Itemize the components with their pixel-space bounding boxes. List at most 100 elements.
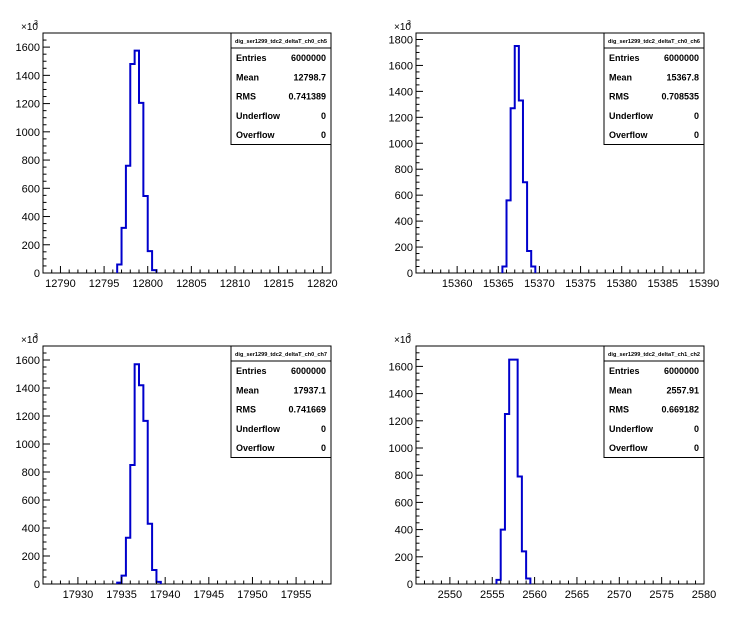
stats-label: Underflow [236, 111, 281, 121]
x-tick-label: 2555 [480, 589, 504, 601]
stats-title: dig_ser1299_tdc2_deltaT_ch0_ch7 [235, 352, 327, 358]
y-tick-label: 200 [22, 240, 40, 252]
y-exponent-power: 3 [34, 333, 38, 340]
x-tick-label: 2570 [607, 589, 631, 601]
plot-frame [415, 32, 705, 274]
stats-value: 0.741669 [288, 405, 326, 415]
x-tick-label: 15380 [606, 278, 637, 290]
y-tick-label: 600 [22, 183, 40, 195]
stats-label: RMS [236, 92, 256, 102]
stats-label: Underflow [609, 424, 654, 434]
y-tick-label: 1400 [389, 86, 413, 98]
stats-value: 0 [694, 443, 699, 453]
stats-box: dig_ser1299_tdc2_deltaT_ch1_ch2 Entries 60… [603, 345, 705, 458]
stats-value: 0 [694, 111, 699, 121]
stats-box: dig_ser1299_tdc2_deltaT_ch0_ch5 Entries 60… [230, 32, 332, 145]
stats-label: Mean [609, 385, 632, 395]
y-tick-label: 1800 [389, 34, 413, 46]
y-tick-label: 1000 [16, 439, 40, 451]
x-tick-label: 17950 [237, 589, 268, 601]
stats-label: Mean [236, 385, 259, 395]
x-tick-label: 15375 [565, 278, 596, 290]
stats-label: Mean [609, 72, 632, 82]
y-exponent-label: ×10 [394, 335, 411, 346]
stats-value: 6000000 [664, 366, 699, 376]
x-tick-label: 12795 [89, 278, 120, 290]
y-tick-label: 600 [395, 497, 413, 509]
y-tick-label: 1400 [16, 70, 40, 82]
stats-value: 0.669182 [661, 405, 699, 415]
y-tick-label: 1200 [16, 99, 40, 111]
x-tick-label: 17940 [150, 589, 181, 601]
stats-label: Underflow [236, 424, 281, 434]
stats-label: Entries [609, 366, 640, 376]
y-tick-label: 1000 [389, 138, 413, 150]
y-tick-label: 1400 [16, 383, 40, 395]
x-tick-label: 17930 [63, 589, 94, 601]
x-tick-label: 2565 [565, 589, 589, 601]
y-tick-label: 1000 [16, 127, 40, 139]
y-tick-label: 200 [395, 552, 413, 564]
x-tick-label: 12800 [132, 278, 163, 290]
y-tick-label: 400 [22, 212, 40, 224]
x-tick-label: 15360 [442, 278, 473, 290]
stats-title: dig_ser1299_tdc2_deltaT_ch1_ch2 [608, 352, 700, 358]
stats-box-frame [230, 32, 332, 145]
stats-value: 0 [694, 130, 699, 140]
stats-label: RMS [609, 92, 629, 102]
x-tick-label: 17945 [194, 589, 225, 601]
x-tick-label: 12805 [176, 278, 207, 290]
y-tick-label: 600 [22, 495, 40, 507]
y-tick-label: 1200 [389, 416, 413, 428]
stats-label: Overflow [609, 443, 649, 453]
stats-box: dig_ser1299_tdc2_deltaT_ch0_ch7 Entries 60… [230, 345, 332, 458]
stats-value: 0.708535 [661, 92, 699, 102]
stats-value: 6000000 [291, 366, 326, 376]
stats-value: 0.741389 [288, 92, 326, 102]
y-tick-label: 1600 [16, 42, 40, 54]
x-tick-label: 2550 [438, 589, 462, 601]
stats-value: 15367.8 [666, 72, 699, 82]
x-tick-label: 15370 [524, 278, 555, 290]
y-tick-label: 1200 [16, 411, 40, 423]
y-exponent-label: ×10 [21, 22, 38, 33]
stats-label: RMS [236, 405, 256, 415]
x-tick-label: 12810 [220, 278, 251, 290]
x-tick-label: 2575 [649, 589, 673, 601]
histogram-line [501, 44, 537, 273]
y-tick-label: 1200 [389, 112, 413, 124]
histogram-line [116, 363, 162, 584]
y-tick-label: 800 [22, 155, 40, 167]
histogram-line [116, 49, 158, 273]
y-tick-label: 800 [395, 470, 413, 482]
histogram-line [495, 358, 532, 584]
stats-label: Underflow [609, 111, 654, 121]
stats-value: 0 [321, 111, 326, 121]
y-exponent-label: ×10 [21, 335, 38, 346]
x-tick-label: 2580 [692, 589, 716, 601]
y-tick-label: 200 [22, 551, 40, 563]
y-tick-label: 400 [395, 525, 413, 537]
stats-value: 0 [321, 130, 326, 140]
y-exponent-label: ×10 [394, 22, 411, 33]
histogram-panel-3: 17930 17935 17940 17945 17950 17955 0 200 400 600… [16, 333, 332, 601]
y-tick-label: 400 [22, 523, 40, 535]
x-tick-label: 2560 [522, 589, 546, 601]
y-exponent-power: 3 [407, 20, 411, 27]
x-tick-label: 17955 [281, 589, 312, 601]
stats-title: dig_ser1299_tdc2_deltaT_ch0_ch5 [235, 39, 327, 45]
stats-label: Entries [236, 53, 267, 63]
stats-box: dig_ser1299_tdc2_deltaT_ch0_ch6 Entries 60… [603, 32, 705, 145]
stats-label: Overflow [609, 130, 649, 140]
y-exponent-power: 3 [407, 333, 411, 340]
stats-label: RMS [609, 405, 629, 415]
y-tick-label: 1000 [389, 443, 413, 455]
histogram-panel-1: 12790 12795 12800 12805 12810 12815 12820 0 200 4… [16, 20, 338, 290]
x-tick-label: 17935 [106, 589, 137, 601]
x-tick-label: 12820 [307, 278, 338, 290]
x-tick-label: 12790 [45, 278, 76, 290]
histogram-panel-2: 15360 15365 15370 15375 15380 15385 15390 0 200 4… [389, 20, 720, 290]
y-exponent-power: 3 [34, 20, 38, 27]
stats-value: 0 [694, 424, 699, 434]
